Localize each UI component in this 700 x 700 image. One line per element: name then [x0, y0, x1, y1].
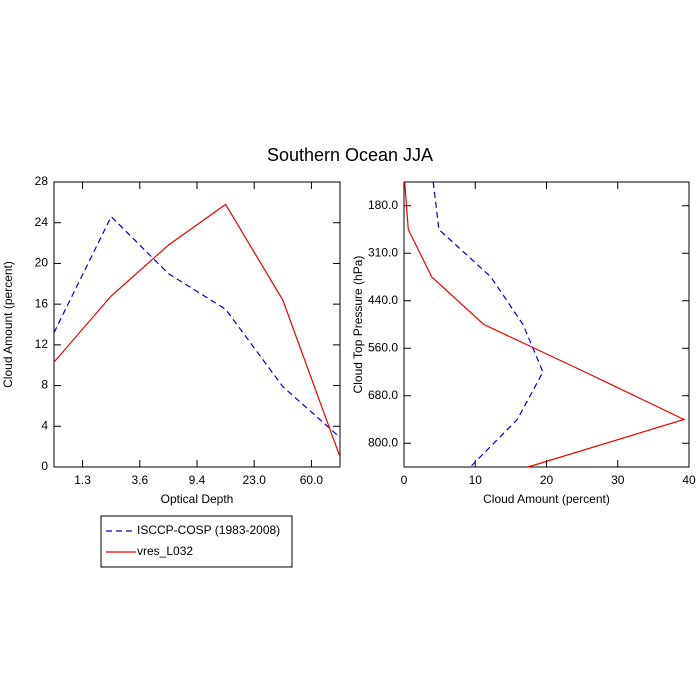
y-tick-label: 20	[35, 256, 49, 270]
x-tick-label: 23.0	[243, 473, 267, 487]
y-tick-label: 560.0	[368, 340, 398, 354]
x-tick-label: 9.4	[189, 473, 206, 487]
y-tick-label: 12	[35, 337, 49, 351]
y-tick-label: 0	[41, 459, 48, 473]
x-tick-label: 3.6	[131, 473, 148, 487]
series-line	[432, 181, 544, 468]
y-tick-label: 24	[35, 215, 49, 229]
y-tick-label: 680.0	[368, 388, 398, 402]
series-line	[404, 181, 686, 468]
x-tick-label: 60.0	[300, 473, 324, 487]
legend-box	[100, 515, 293, 568]
y-tick-label: 4	[41, 418, 48, 432]
x-tick-label: 10	[469, 473, 483, 487]
x-tick-label: 30	[611, 473, 625, 487]
y-axis-label: Cloud Top Pressure (hPa)	[351, 256, 365, 394]
y-tick-label: 310.0	[368, 245, 398, 259]
x-axis-label: Optical Depth	[161, 492, 234, 506]
x-tick-label: 20	[540, 473, 554, 487]
series-line	[53, 203, 341, 458]
x-axis-label: Cloud Amount (percent)	[483, 492, 610, 506]
plot-frame	[403, 181, 690, 468]
y-tick-label: 28	[35, 174, 49, 188]
legend-label: vres_L032	[137, 544, 193, 558]
y-axis-label: Cloud Amount (percent)	[1, 261, 15, 388]
x-tick-label: 40	[682, 473, 696, 487]
chart-title: Southern Ocean JJA	[267, 145, 433, 165]
y-tick-label: 800.0	[368, 435, 398, 449]
y-tick-label: 16	[35, 296, 49, 310]
y-tick-label: 180.0	[368, 198, 398, 212]
y-tick-label: 8	[41, 378, 48, 392]
x-tick-label: 0	[401, 473, 408, 487]
x-tick-label: 1.3	[74, 473, 91, 487]
y-tick-label: 440.0	[368, 293, 398, 307]
legend-label: ISCCP-COSP (1983-2008)	[137, 523, 280, 537]
series-line	[53, 215, 341, 438]
